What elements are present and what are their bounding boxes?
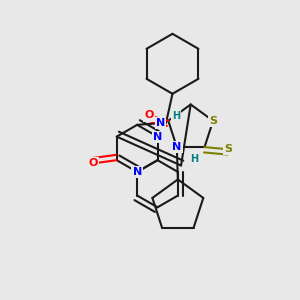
- Text: N: N: [156, 118, 165, 128]
- Text: N: N: [172, 142, 182, 152]
- Text: H: H: [172, 111, 180, 121]
- Text: N: N: [133, 167, 142, 177]
- Text: O: O: [88, 158, 98, 168]
- Text: O: O: [144, 110, 154, 120]
- Text: H: H: [190, 154, 198, 164]
- Text: S: S: [209, 116, 217, 126]
- Text: S: S: [224, 144, 232, 154]
- Text: N: N: [153, 132, 162, 142]
